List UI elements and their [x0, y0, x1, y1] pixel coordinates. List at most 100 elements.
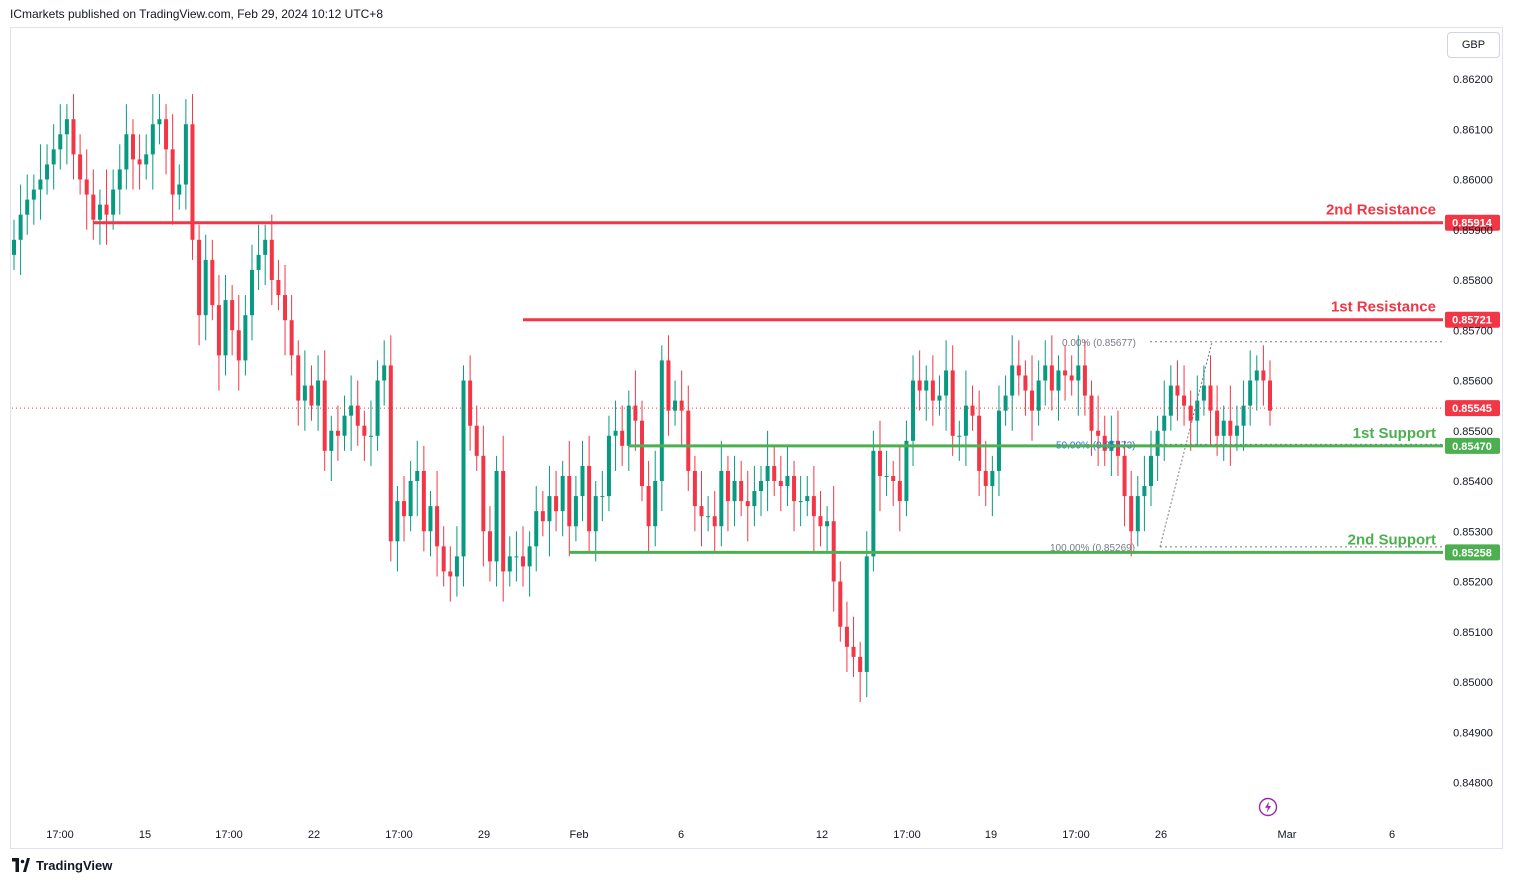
level-label: 2nd Resistance — [1326, 202, 1436, 219]
candle-body — [877, 450, 882, 476]
candle — [97, 189, 102, 245]
candle — [1030, 355, 1035, 441]
candle — [183, 99, 188, 210]
candle-body — [481, 455, 486, 532]
candle-body — [679, 400, 684, 411]
candle — [216, 274, 221, 391]
candle-body — [712, 516, 717, 527]
candle-body — [554, 496, 559, 512]
candle-body — [1016, 365, 1021, 376]
candle-body — [752, 491, 757, 507]
candle — [289, 295, 294, 376]
candle-body — [626, 405, 631, 446]
candle — [296, 340, 301, 426]
candle-body — [51, 149, 56, 165]
candle — [719, 440, 724, 547]
price-axis: 0.85914 0.85721 0.85470 0.85258 0.86200 0.861… — [1445, 74, 1500, 790]
candle — [388, 335, 393, 562]
candle — [1195, 375, 1200, 446]
candle — [322, 350, 327, 471]
candle-body — [864, 556, 869, 672]
price-tag-bg — [1445, 311, 1500, 328]
candle-body — [1261, 370, 1266, 381]
x-tick-label: 29 — [478, 829, 490, 841]
y-tick-label: 0.85000 — [1453, 677, 1493, 689]
candle-body — [329, 430, 334, 451]
candle-body — [362, 425, 367, 436]
candle-body — [190, 124, 195, 240]
candle — [276, 259, 281, 311]
candle — [481, 425, 486, 567]
candle-body — [1175, 385, 1180, 396]
candle — [593, 481, 598, 562]
candle-body — [91, 194, 96, 220]
candle-body — [18, 214, 23, 240]
candle — [283, 264, 288, 356]
candle-body — [289, 320, 294, 356]
candle-body — [666, 360, 671, 411]
lightning-icon[interactable] — [1258, 797, 1278, 817]
x-tick-label: 6 — [1389, 829, 1395, 841]
candle-body — [521, 556, 526, 567]
candle-body — [706, 516, 711, 518]
candle — [1043, 340, 1048, 406]
candle-body — [1248, 380, 1253, 406]
candle-body — [64, 119, 69, 135]
candle — [792, 460, 797, 532]
candle-body — [937, 395, 942, 401]
fib-label: 100.00% (0.85269) — [1050, 543, 1135, 554]
y-tick-label: 0.85400 — [1453, 476, 1493, 488]
tradingview-logo-icon[interactable] — [10, 858, 32, 872]
x-tick-label: 17:00 — [215, 829, 243, 841]
candle-body — [613, 430, 618, 436]
candle-body — [203, 259, 208, 316]
candle — [534, 486, 539, 572]
candle — [1201, 365, 1206, 416]
candle — [402, 475, 407, 542]
candle-body — [1228, 420, 1233, 436]
y-tick-label: 0.85700 — [1453, 325, 1493, 337]
candle-body — [897, 481, 902, 502]
candle-body — [170, 149, 175, 195]
candle — [646, 460, 651, 552]
candle-body — [435, 506, 440, 547]
candle-body — [12, 239, 16, 255]
candle — [587, 435, 592, 552]
candle — [507, 536, 512, 587]
y-tick-label: 0.85600 — [1453, 376, 1493, 388]
level-label: 1st Resistance — [1331, 299, 1436, 316]
candle — [58, 104, 63, 170]
candle — [527, 531, 532, 597]
candle — [725, 455, 730, 532]
candle-body — [534, 511, 539, 547]
y-tick-label: 0.85900 — [1453, 225, 1493, 237]
candle — [316, 355, 321, 431]
candle-body — [884, 475, 889, 477]
candle — [884, 450, 889, 497]
candle-body — [692, 470, 697, 507]
candle — [1003, 375, 1008, 426]
candle-body — [448, 571, 453, 577]
candle-body — [1076, 365, 1081, 381]
publish-info: ICmarkets published on TradingView.com, … — [10, 7, 383, 21]
candle-body — [216, 305, 221, 356]
candle-body — [1023, 375, 1028, 391]
candle-body — [1096, 430, 1101, 436]
candle-body — [659, 360, 664, 481]
candle — [150, 94, 155, 190]
currency-selector[interactable]: GBP — [1447, 32, 1500, 58]
candle — [1175, 360, 1180, 421]
candle — [1129, 470, 1134, 557]
x-tick-label: 15 — [139, 829, 151, 841]
candle-body — [805, 496, 810, 502]
time-axis: 17:00 15 17:00 22 17:00 29 Feb 6 12 17:00 19 17:00 2… — [46, 829, 1395, 841]
candle-body — [699, 506, 704, 517]
candle-body — [78, 154, 83, 180]
candle-body — [725, 470, 730, 502]
candle-body — [461, 380, 466, 557]
candle — [547, 465, 552, 557]
candle-body — [1201, 385, 1206, 401]
candle — [415, 440, 420, 517]
candle — [739, 460, 744, 517]
